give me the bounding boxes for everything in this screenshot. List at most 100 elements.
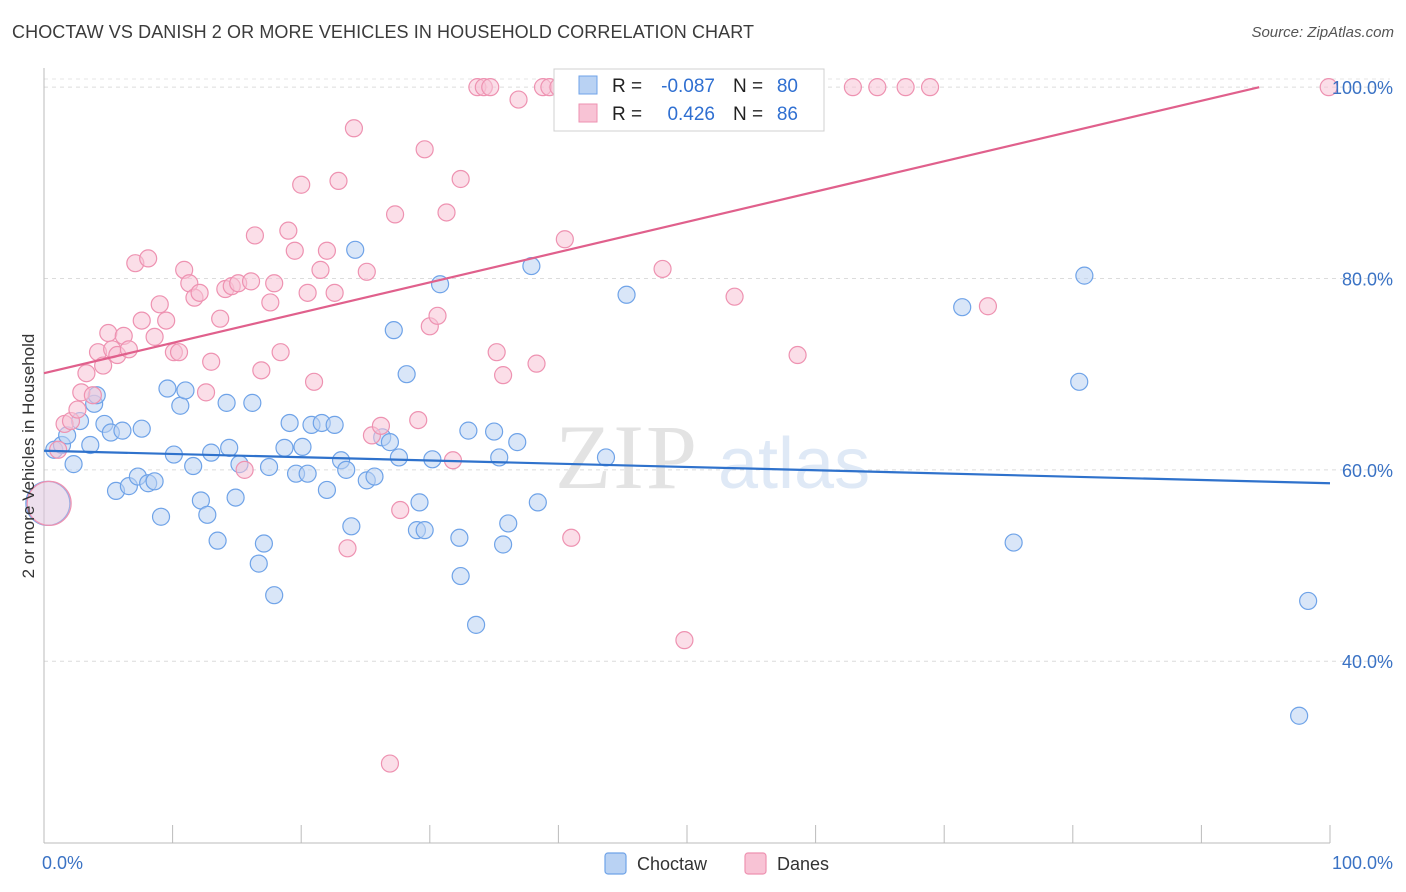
danes-point bbox=[132, 311, 151, 330]
bottom-legend: Choctaw Danes bbox=[604, 852, 829, 875]
choctaw-point bbox=[220, 438, 239, 457]
choctaw-point bbox=[337, 460, 356, 479]
choctaw-point bbox=[298, 464, 317, 483]
stats-r-label: R = bbox=[612, 104, 642, 125]
danes-point bbox=[139, 249, 158, 268]
choctaw-point bbox=[1290, 706, 1309, 725]
series-choctaw bbox=[25, 240, 1318, 725]
choctaw-point bbox=[617, 285, 636, 304]
choctaw-point bbox=[176, 381, 195, 400]
danes-point bbox=[338, 539, 357, 558]
danes-point bbox=[329, 171, 348, 191]
choctaw-point bbox=[184, 456, 203, 476]
danes-point bbox=[325, 283, 344, 302]
choctaw-point bbox=[415, 521, 434, 540]
danes-point bbox=[68, 400, 87, 419]
danes-point bbox=[788, 345, 807, 365]
danes-point bbox=[317, 241, 337, 260]
stats-n-value: 80 bbox=[777, 76, 798, 97]
danes-point bbox=[415, 140, 434, 159]
danes-point bbox=[725, 287, 744, 306]
danes-point bbox=[83, 386, 102, 405]
choctaw-point bbox=[280, 413, 299, 433]
choctaw-point bbox=[346, 240, 365, 259]
y-tick-label-1: 60.0% bbox=[1342, 461, 1393, 481]
trend-layer bbox=[43, 86, 1331, 485]
choctaw-point bbox=[380, 433, 400, 452]
choctaw-point bbox=[208, 531, 227, 550]
danes-point bbox=[357, 262, 376, 281]
danes-point bbox=[380, 754, 400, 773]
danes-point bbox=[920, 78, 940, 97]
choctaw-point bbox=[485, 422, 504, 441]
choctaw-point bbox=[171, 396, 190, 415]
danes-point bbox=[211, 309, 230, 328]
stats-r-value: -0.087 bbox=[661, 76, 715, 97]
choctaw-point bbox=[243, 393, 262, 412]
danes-point bbox=[409, 410, 428, 430]
choctaw-trend-line bbox=[43, 449, 1331, 485]
danes-point bbox=[49, 440, 68, 459]
choctaw-point bbox=[389, 448, 409, 467]
danes-point bbox=[494, 366, 513, 385]
choctaw-point bbox=[64, 455, 83, 474]
danes-point bbox=[428, 306, 447, 325]
y-tick-label-0: 40.0% bbox=[1342, 652, 1393, 672]
legend-swatch-danes bbox=[744, 852, 767, 875]
danes-point bbox=[77, 364, 96, 383]
danes-point bbox=[190, 283, 209, 302]
danes-point bbox=[157, 311, 176, 330]
y-tick-label-2: 80.0% bbox=[1342, 269, 1393, 289]
danes-trend-line bbox=[43, 86, 1260, 375]
danes-point bbox=[978, 297, 998, 316]
stats-n-value: 86 bbox=[777, 104, 798, 125]
tick-labels: 40.0% 60.0% 80.0% 100.0% 0.0% 100.0% bbox=[42, 78, 1393, 873]
choctaw-point bbox=[342, 517, 361, 536]
danes-point bbox=[285, 241, 304, 260]
choctaw-point bbox=[254, 534, 274, 553]
stats-n-label: N = bbox=[733, 104, 763, 125]
source-note: Source: ZipAtlas.com bbox=[1251, 24, 1394, 41]
choctaw-point bbox=[325, 415, 344, 434]
danes-point bbox=[487, 343, 506, 362]
choctaw-point bbox=[466, 615, 486, 634]
danes-point bbox=[371, 416, 391, 435]
x-tick-label-start: 0.0% bbox=[42, 853, 83, 873]
danes-point bbox=[451, 169, 470, 189]
choctaw-point bbox=[249, 554, 268, 573]
chart-title: CHOCTAW VS DANISH 2 OR MORE VEHICLES IN … bbox=[12, 22, 755, 42]
choctaw-point bbox=[145, 472, 164, 491]
danes-point bbox=[555, 230, 574, 249]
danes-point bbox=[252, 361, 271, 380]
danes-point bbox=[1319, 78, 1338, 97]
choctaw-point bbox=[81, 435, 100, 455]
choctaw-point bbox=[317, 480, 337, 500]
danes-point bbox=[675, 631, 694, 650]
choctaw-point bbox=[132, 419, 151, 438]
series-layer bbox=[25, 78, 1338, 773]
choctaw-point bbox=[596, 448, 616, 467]
danes-point bbox=[292, 175, 311, 194]
danes-point bbox=[169, 343, 189, 362]
danes-point bbox=[145, 327, 164, 346]
legend-label-danes: Danes bbox=[777, 854, 829, 874]
choctaw-point bbox=[953, 298, 972, 317]
choctaw-point bbox=[450, 528, 469, 547]
danes-point bbox=[298, 283, 317, 302]
choctaw-point bbox=[1075, 266, 1094, 285]
series-danes bbox=[26, 78, 1338, 773]
choctaw-point bbox=[293, 437, 312, 456]
watermark-atlas: atlas bbox=[718, 424, 870, 504]
gridlines bbox=[44, 78, 1390, 662]
choctaw-point bbox=[459, 421, 478, 440]
x-tick-label-end: 100.0% bbox=[1332, 853, 1393, 873]
danes-point bbox=[385, 205, 405, 224]
choctaw-point bbox=[528, 493, 547, 512]
watermark-zip: ZIP bbox=[555, 406, 699, 508]
danes-point bbox=[509, 90, 528, 109]
stats-swatch-choctaw bbox=[578, 75, 598, 95]
danes-point bbox=[196, 383, 216, 402]
choctaw-point bbox=[202, 443, 221, 462]
danes-point bbox=[271, 343, 290, 362]
danes-point bbox=[245, 226, 265, 245]
